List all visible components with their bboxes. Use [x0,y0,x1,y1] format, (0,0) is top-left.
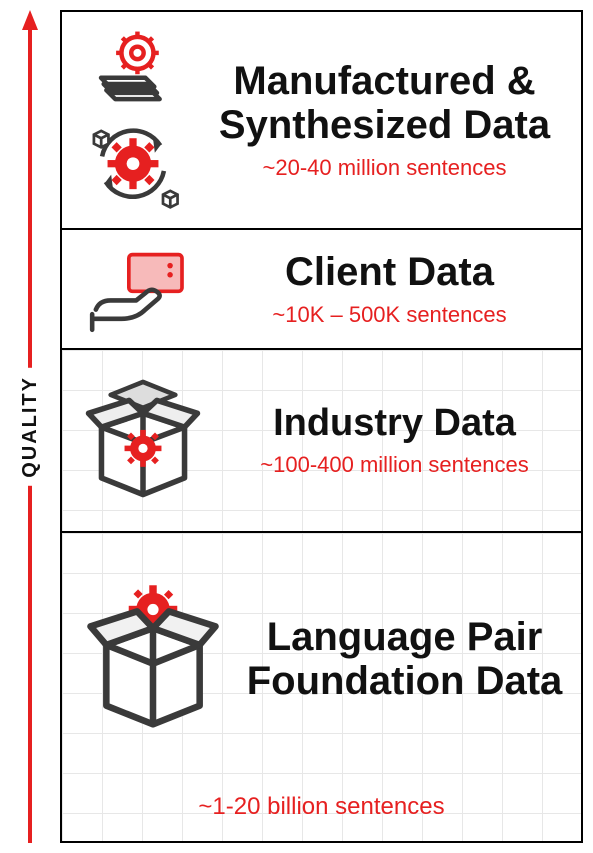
tier-industry: Industry Data ~100-400 million sentences [60,350,583,533]
tier-foundation: Language Pair Foundation Data ~1-20 bill… [60,533,583,843]
tier-subtitle: ~20-40 million sentences [263,155,507,181]
open-box-gear-icon [83,376,203,506]
tier-title: Manufactured & Synthesized Data [196,59,573,147]
tier-subtitle: ~1-20 billion sentences [72,793,571,821]
tier-client: Client Data ~10K – 500K sentences [60,230,583,350]
hand-card-icon [83,244,193,334]
box-gear-pop-icon [83,579,223,739]
gear-stack-icon [88,28,178,108]
tier-manufactured: Manufactured & Synthesized Data ~20-40 m… [60,10,583,230]
tier-subtitle: ~100-400 million sentences [260,452,528,478]
tier-title: Client Data [285,250,494,294]
tier-stack: Manufactured & Synthesized Data ~20-40 m… [60,10,583,843]
quality-axis-label: QUALITY [19,368,42,486]
quality-axis: QUALITY [10,10,50,843]
tier-title: Language Pair Foundation Data [236,615,573,703]
tier-subtitle: ~10K – 500K sentences [272,302,506,328]
gear-cycle-icon [83,118,183,213]
tier-title: Industry Data [273,403,516,445]
